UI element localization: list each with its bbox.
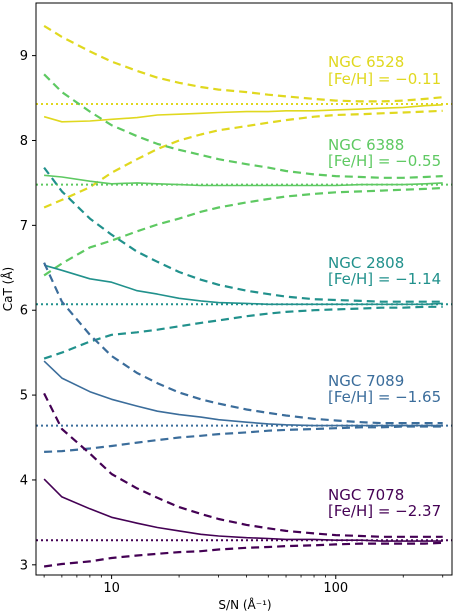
ngc-7078-median-line bbox=[43, 478, 443, 542]
y-tick-label: 6 bbox=[20, 304, 28, 319]
ngc-6528-name-label: NGC 6528 bbox=[328, 53, 404, 71]
x-tick-label: 100 bbox=[323, 581, 348, 596]
ngc-2808-upper-line bbox=[43, 166, 443, 303]
ngc-6388-median-line bbox=[44, 174, 443, 187]
ngc-7089-name-label: NGC 7089 bbox=[328, 372, 404, 390]
ngc-6528-upper-line bbox=[43, 24, 443, 103]
x-axis-label: S/N (Å⁻¹) bbox=[218, 597, 271, 612]
ngc-7089-median-line bbox=[43, 360, 443, 427]
y-tick-label: 9 bbox=[20, 49, 28, 64]
ngc-6528-median-line bbox=[43, 104, 443, 123]
ngc-7089-metallicity-label: [Fe/H] = −1.65 bbox=[328, 388, 441, 406]
ngc-6528-lower-line bbox=[43, 109, 443, 209]
x-tick-label: 10 bbox=[103, 581, 120, 596]
ngc-2808-median-line bbox=[43, 264, 443, 306]
series-lines bbox=[36, 24, 452, 568]
ngc-6388-lower-line bbox=[43, 186, 443, 277]
y-tick-label: 7 bbox=[20, 219, 28, 234]
ngc-7089-lower-line bbox=[44, 425, 443, 453]
ngc-2808-metallicity-label: [Fe/H] = −1.14 bbox=[328, 270, 441, 288]
ngc-6528-metallicity-label: [Fe/H] = −0.11 bbox=[328, 70, 441, 88]
ngc-6388-metallicity-label: [Fe/H] = −0.55 bbox=[328, 152, 441, 170]
y-tick-label: 4 bbox=[20, 473, 28, 488]
ngc-7089-upper-line bbox=[43, 262, 443, 425]
ngc-6388-name-label: NGC 6388 bbox=[328, 136, 404, 154]
ngc-2808-lower-line bbox=[43, 305, 443, 360]
y-axis-label: CaT (Å) bbox=[0, 267, 15, 311]
ngc-7078-name-label: NGC 7078 bbox=[328, 486, 404, 504]
ngc-7078-metallicity-label: [Fe/H] = −2.37 bbox=[328, 502, 441, 520]
plot-frame bbox=[35, 2, 453, 576]
y-tick-label: 5 bbox=[20, 389, 28, 404]
ngc-7078-lower-line bbox=[43, 541, 443, 568]
ngc-6388-upper-line bbox=[43, 73, 443, 179]
axes: 3 4 5 6 7 8 9 10 100 bbox=[20, 2, 453, 596]
ngc-2808-name-label: NGC 2808 bbox=[328, 254, 404, 272]
y-tick-label: 3 bbox=[20, 558, 28, 573]
y-tick-label: 8 bbox=[20, 134, 28, 149]
ngc-7078-upper-line bbox=[43, 392, 443, 538]
